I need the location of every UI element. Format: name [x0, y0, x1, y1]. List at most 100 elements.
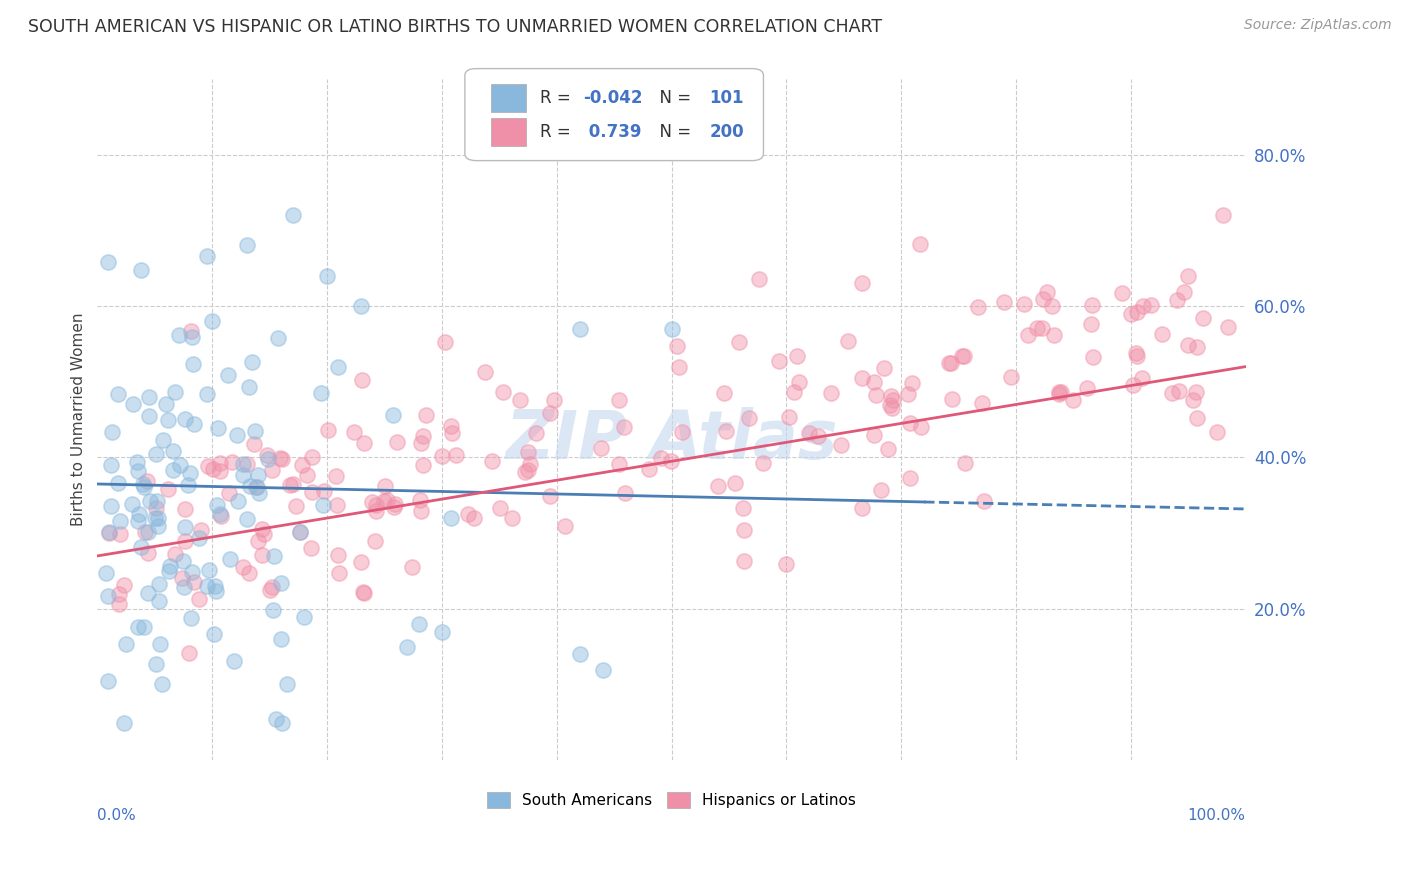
Point	[97, 674, 120, 689]
Point	[768, 354, 790, 368]
Point	[568, 648, 591, 662]
Point	[870, 483, 893, 497]
Point	[207, 421, 229, 435]
Point	[433, 334, 456, 349]
Point	[309, 385, 332, 400]
Point	[108, 514, 131, 528]
Point	[162, 462, 184, 476]
Point	[1150, 326, 1173, 341]
Point	[1031, 292, 1053, 306]
Point	[1083, 350, 1105, 364]
Point	[481, 454, 503, 468]
Point	[375, 492, 398, 507]
Point	[145, 447, 167, 461]
Point	[350, 373, 373, 387]
Point	[256, 448, 278, 462]
Point	[1081, 298, 1104, 312]
Point	[101, 425, 124, 439]
Point	[1047, 386, 1070, 401]
Point	[245, 480, 267, 494]
Point	[97, 526, 120, 541]
Point	[138, 409, 160, 424]
Point	[1000, 369, 1022, 384]
Point	[127, 515, 149, 529]
Point	[236, 512, 259, 526]
Point	[360, 495, 382, 509]
Point	[713, 385, 735, 400]
Point	[967, 301, 990, 315]
Point	[250, 522, 273, 536]
Point	[235, 238, 257, 252]
Point	[238, 380, 260, 394]
Point	[607, 458, 630, 472]
Point	[129, 541, 152, 555]
Point	[783, 384, 806, 399]
Point	[253, 526, 276, 541]
Text: 0.739: 0.739	[583, 123, 641, 141]
Point	[145, 494, 167, 508]
Point	[401, 560, 423, 574]
Point	[1119, 307, 1142, 321]
Point	[1125, 350, 1147, 364]
Point	[1062, 392, 1084, 407]
Point	[366, 499, 388, 513]
Point	[352, 585, 374, 599]
Point	[1206, 425, 1229, 439]
Point	[197, 563, 219, 577]
Point	[172, 571, 194, 585]
Point	[245, 424, 267, 438]
Point	[238, 566, 260, 580]
Point	[1132, 299, 1154, 313]
Point	[863, 375, 886, 389]
Point	[1125, 304, 1147, 318]
Point	[863, 427, 886, 442]
Point	[373, 494, 395, 508]
Point	[1111, 286, 1133, 301]
Point	[408, 617, 430, 632]
Point	[350, 555, 373, 569]
Point	[387, 435, 409, 450]
Point	[661, 322, 683, 336]
Point	[882, 392, 904, 407]
Point	[353, 436, 375, 450]
Point	[900, 417, 922, 431]
Point	[100, 458, 122, 472]
Point	[209, 508, 232, 523]
Point	[247, 486, 270, 500]
Point	[127, 620, 149, 634]
Point	[243, 436, 266, 450]
Point	[1184, 385, 1206, 400]
Point	[312, 498, 335, 512]
Point	[108, 527, 131, 541]
Point	[837, 334, 859, 348]
Point	[134, 524, 156, 539]
Point	[100, 499, 122, 513]
Point	[148, 518, 170, 533]
Point	[1192, 310, 1215, 325]
Point	[953, 350, 976, 364]
Point	[145, 500, 167, 515]
Point	[232, 457, 254, 471]
Point	[364, 534, 387, 549]
Point	[240, 354, 263, 368]
Point	[183, 358, 205, 372]
Y-axis label: Births to Unmarried Women: Births to Unmarried Women	[72, 313, 86, 526]
Point	[270, 632, 292, 647]
Point	[1212, 208, 1234, 222]
Point	[235, 457, 257, 471]
FancyBboxPatch shape	[465, 69, 763, 161]
Point	[290, 525, 312, 540]
Point	[145, 657, 167, 672]
Point	[350, 299, 373, 313]
Point	[543, 392, 565, 407]
Point	[208, 456, 231, 470]
Point	[440, 511, 463, 525]
Point	[205, 584, 228, 599]
Point	[778, 410, 800, 425]
Point	[292, 609, 315, 624]
Point	[328, 566, 350, 581]
Point	[412, 428, 434, 442]
Point	[139, 494, 162, 508]
Point	[127, 463, 149, 477]
Point	[195, 248, 218, 262]
